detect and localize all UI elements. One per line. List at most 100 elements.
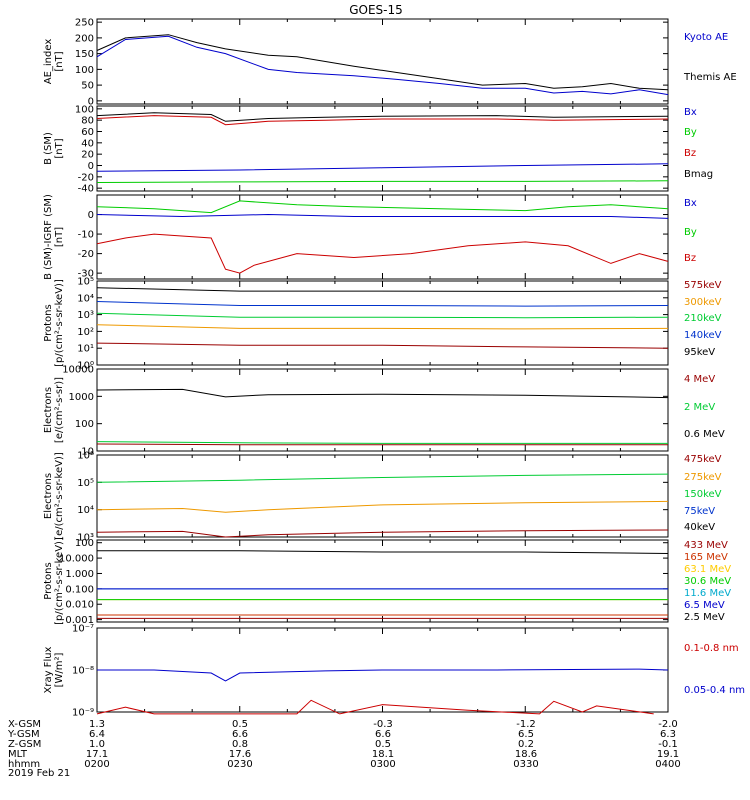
y-tick-label: 60: [81, 127, 94, 138]
legend-entry: 275keV: [684, 472, 722, 483]
ephemeris-row-label: MLT: [8, 749, 28, 760]
y-tick-label: 10⁻⁹: [72, 708, 94, 719]
y-tick-label: 50: [81, 81, 94, 92]
y-tick-label: 100: [75, 65, 94, 76]
legend-entry: 4 MeV: [684, 374, 715, 385]
y-axis-label: Electrons: [43, 387, 54, 433]
ephemeris-value: 1.0: [89, 739, 105, 750]
y-tick-label: 10⁰: [77, 361, 94, 372]
series-line-by: [96, 180, 669, 183]
series-line-2-mev: [96, 441, 668, 444]
y-tick-label: 10⁻⁸: [72, 666, 94, 677]
legend-entry: 11.6 MeV: [684, 588, 731, 599]
y-tick-label: 40: [81, 138, 94, 149]
legend-entry: 475keV: [684, 454, 722, 465]
y-tick-label: 10000: [62, 365, 94, 376]
legend-entry: 165 MeV: [684, 552, 728, 563]
series-line-475kev: [96, 529, 669, 538]
y-tick-label: -30: [78, 269, 94, 280]
y-tick-label: 100: [75, 104, 94, 115]
y-tick-label: 0.010: [65, 600, 94, 611]
y-tick-label: -10: [78, 230, 94, 241]
y-tick-label: 0: [88, 161, 94, 172]
y-axis-label: Electrons: [43, 473, 54, 519]
legend-entry: By: [684, 127, 697, 138]
legend-entry: Bx: [684, 198, 697, 209]
legend-entry: 140keV: [684, 330, 722, 341]
y-tick-label: 10²: [77, 327, 94, 338]
legend-entry: 210keV: [684, 313, 722, 324]
legend-entry: 6.5 MeV: [684, 600, 725, 611]
y-axis-label: B (SM): [43, 132, 54, 165]
ephemeris-value: 19.1: [657, 749, 679, 760]
y-tick-label: -20: [78, 249, 94, 260]
ephemeris-value: -0.1: [658, 739, 678, 750]
y-axis-label: [nT]: [54, 138, 65, 158]
legend-entry: Themis AE: [683, 72, 737, 83]
series-line-0-6-mev: [96, 388, 669, 399]
legend-entry: 40keV: [684, 522, 715, 533]
legend-entry: Bmag: [684, 169, 713, 180]
panel-6: 10³ 10⁴ 10⁵ 10⁶ Electrons [e/(cm²-s-sr-keV)] 4…: [43, 451, 722, 544]
panel-7: 0.001 0.010 0.100 1.000 10.000 100 Protons [p/(…: [43, 537, 731, 626]
y-axis-label: [e/(cm²-s-sr-keV)]: [54, 452, 65, 540]
y-tick-label: 10⁵: [77, 277, 94, 288]
ephemeris-value: 0.8: [232, 739, 248, 750]
y-tick-label: -40: [78, 184, 94, 195]
ephemeris-value: -1.2: [516, 719, 536, 730]
ephemeris-value: 0.5: [232, 719, 248, 730]
panel-3: -30 -20 -10 0 B (SM)-IGRF (SM) [nT] Bx By Bz: [43, 194, 697, 280]
series-line-by: [96, 200, 669, 214]
ephemeris-row-label: X-GSM: [8, 719, 41, 730]
legend-entry: 0.6 MeV: [684, 429, 725, 440]
y-axis-label: [nT]: [54, 51, 65, 71]
legend-entry: 300keV: [684, 297, 722, 308]
y-axis-label: AE_index: [43, 39, 54, 85]
panel-frame: [96, 368, 669, 452]
legend-entry: Bx: [684, 107, 697, 118]
series-line-300kev: [96, 324, 669, 330]
panel-4: 10⁰ 10¹ 10² 10³ 10⁴ 10⁵ Protons [p/(cm²-s-sr-ke…: [43, 277, 722, 372]
y-tick-label: 1.000: [65, 569, 94, 580]
ephemeris-value: 0.5: [375, 739, 391, 750]
y-axis-label: Protons: [43, 304, 54, 341]
y-tick-label: 250: [75, 18, 94, 29]
series-line-bmag: [96, 112, 669, 122]
ephemeris-value: 0200: [84, 759, 109, 770]
series-line-150kev: [96, 473, 669, 483]
ephemeris-value: 18.1: [372, 749, 394, 760]
y-tick-label: 10⁴: [77, 505, 94, 516]
legend-entry: 150keV: [684, 489, 722, 500]
panel-8: 10⁻⁹ 10⁻⁸ 10⁻⁷ Xray Flux [W/m²] 0.1-0.8 nm 0.0…: [43, 624, 745, 719]
panel-frame: [96, 454, 669, 538]
series-line-210kev: [96, 312, 669, 319]
ephemeris-value: 17.6: [229, 749, 251, 760]
y-axis-label: [nT]: [54, 227, 65, 247]
ephemeris-value: 6.4: [89, 729, 105, 740]
y-axis-label: [p/(cm²-s-sr-keV)]: [54, 537, 65, 625]
ephemeris-value: -0.3: [373, 719, 393, 730]
legend-entry: Bz: [684, 148, 696, 159]
y-tick-label: 10⁶: [77, 451, 94, 462]
y-tick-label: 10⁻⁷: [72, 624, 94, 635]
legend-entry: 2.5 MeV: [684, 612, 725, 623]
y-tick-label: 1000: [69, 392, 94, 403]
legend-entry: Bz: [684, 253, 696, 264]
ephemeris-value: 6.6: [375, 729, 391, 740]
ephemeris-value: 17.1: [86, 749, 108, 760]
legend-entry: 2 MeV: [684, 402, 715, 413]
ephemeris-value: 6.5: [518, 729, 534, 740]
series-line-bz: [96, 233, 669, 274]
y-tick-label: 10: [81, 447, 94, 458]
legend-entry: Kyoto AE: [684, 32, 728, 43]
series-line-275kev: [96, 500, 669, 513]
y-axis-label: [W/m²]: [54, 652, 65, 687]
y-tick-label: 0: [88, 96, 94, 107]
ephemeris-value: 0330: [513, 759, 538, 770]
ephemeris-value: 0230: [227, 759, 252, 770]
legend-entry: 95keV: [684, 347, 715, 358]
date-label: 2019 Feb 21: [8, 768, 70, 779]
